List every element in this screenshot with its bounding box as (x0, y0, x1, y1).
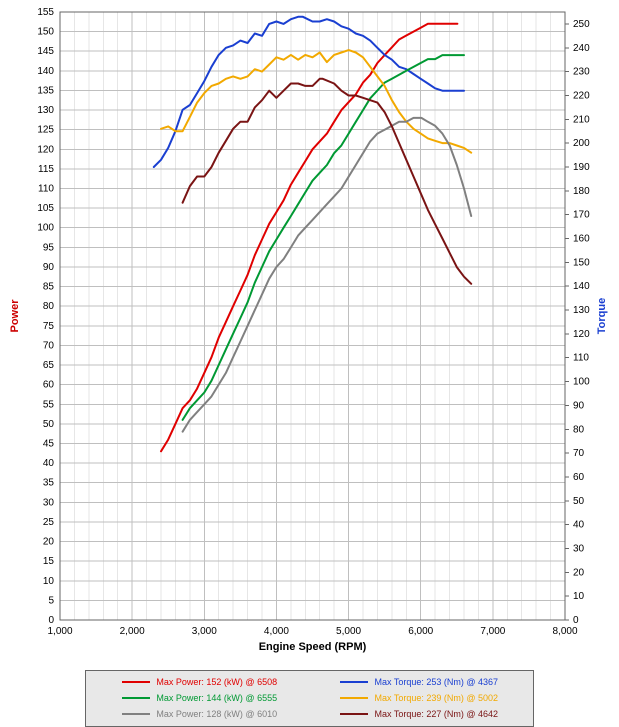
svg-text:70: 70 (573, 448, 585, 459)
svg-text:6,000: 6,000 (408, 626, 433, 637)
legend-item: Max Torque: 239 (Nm) @ 5002 (310, 693, 530, 703)
page: 1,000 2,000 3,000 4,000 5,000 6,000 7,000 8,000… (0, 0, 619, 711)
svg-text:15: 15 (43, 556, 55, 567)
svg-text:75: 75 (43, 321, 55, 332)
svg-text:125: 125 (37, 125, 54, 136)
svg-text:100: 100 (37, 223, 54, 234)
svg-text:120: 120 (37, 144, 54, 155)
svg-text:50: 50 (573, 496, 585, 507)
svg-text:60: 60 (573, 472, 585, 483)
legend-item: Max Torque: 253 (Nm) @ 4367 (310, 677, 530, 687)
svg-text:170: 170 (573, 210, 590, 221)
svg-text:70: 70 (43, 340, 55, 351)
svg-text:10: 10 (43, 576, 55, 587)
svg-text:105: 105 (37, 203, 54, 214)
svg-text:120: 120 (573, 329, 590, 340)
svg-text:80: 80 (573, 424, 585, 435)
svg-text:30: 30 (573, 543, 585, 554)
svg-text:145: 145 (37, 46, 54, 57)
svg-text:0: 0 (573, 615, 579, 626)
legend-swatch (122, 697, 150, 699)
svg-text:0: 0 (48, 615, 54, 626)
svg-text:7,000: 7,000 (480, 626, 505, 637)
legend-item: Max Power: 144 (kW) @ 6555 (90, 693, 310, 703)
svg-text:25: 25 (43, 517, 55, 528)
legend: Max Power: 152 (kW) @ 6508 Max Torque: 2… (85, 670, 534, 727)
x-axis-title: Engine Speed (RPM) (259, 641, 367, 653)
legend-row: Max Power: 128 (kW) @ 6010 Max Torque: 2… (90, 706, 529, 722)
svg-text:95: 95 (43, 242, 55, 253)
svg-text:2,000: 2,000 (120, 626, 145, 637)
svg-text:110: 110 (38, 184, 54, 195)
svg-text:40: 40 (43, 458, 55, 469)
svg-text:100: 100 (573, 377, 590, 388)
svg-text:40: 40 (573, 520, 585, 531)
legend-label: Max Power: 152 (kW) @ 6508 (156, 677, 277, 687)
svg-text:140: 140 (37, 66, 54, 77)
legend-label: Max Power: 144 (kW) @ 6555 (156, 693, 277, 703)
svg-text:150: 150 (573, 257, 590, 268)
svg-text:160: 160 (573, 234, 590, 245)
svg-text:240: 240 (573, 43, 590, 54)
svg-text:110: 110 (573, 353, 589, 364)
legend-swatch (122, 713, 150, 715)
legend-item: Max Power: 152 (kW) @ 6508 (90, 677, 310, 687)
svg-text:230: 230 (573, 67, 590, 78)
svg-text:85: 85 (43, 282, 55, 293)
svg-text:55: 55 (43, 399, 55, 410)
legend-swatch (340, 713, 368, 715)
svg-text:140: 140 (573, 281, 590, 292)
y-left-axis-title: Power (9, 299, 21, 333)
svg-text:130: 130 (573, 305, 590, 316)
svg-text:200: 200 (573, 138, 590, 149)
svg-text:50: 50 (43, 419, 55, 430)
legend-swatch (340, 681, 368, 683)
svg-text:60: 60 (43, 380, 55, 391)
svg-text:90: 90 (43, 262, 55, 273)
svg-text:180: 180 (573, 186, 590, 197)
svg-text:150: 150 (37, 27, 54, 38)
svg-text:80: 80 (43, 301, 55, 312)
legend-row: Max Power: 152 (kW) @ 6508 Max Torque: 2… (90, 674, 529, 690)
chart-container: 1,000 2,000 3,000 4,000 5,000 6,000 7,000 8,000… (0, 0, 619, 670)
legend-swatch (340, 697, 368, 699)
svg-text:20: 20 (573, 567, 585, 578)
svg-text:190: 190 (573, 162, 590, 173)
svg-text:1,000: 1,000 (47, 626, 72, 637)
legend-label: Max Torque: 253 (Nm) @ 4367 (374, 677, 498, 687)
svg-text:4,000: 4,000 (264, 626, 289, 637)
legend-label: Max Torque: 239 (Nm) @ 5002 (374, 693, 498, 703)
svg-text:10: 10 (573, 591, 585, 602)
svg-text:250: 250 (573, 19, 590, 30)
svg-text:220: 220 (573, 90, 590, 101)
svg-text:3,000: 3,000 (192, 626, 217, 637)
svg-text:155: 155 (37, 7, 54, 18)
svg-text:115: 115 (38, 164, 54, 175)
legend-swatch (122, 681, 150, 683)
dyno-chart: 1,000 2,000 3,000 4,000 5,000 6,000 7,000 8,000… (0, 0, 619, 670)
svg-text:20: 20 (43, 537, 55, 548)
svg-text:90: 90 (573, 400, 585, 411)
svg-text:135: 135 (37, 85, 54, 96)
svg-text:130: 130 (37, 105, 54, 116)
svg-text:45: 45 (43, 438, 55, 449)
svg-text:5: 5 (48, 595, 54, 606)
svg-text:30: 30 (43, 497, 55, 508)
legend-row: Max Power: 144 (kW) @ 6555 Max Torque: 2… (90, 690, 529, 706)
svg-text:210: 210 (573, 114, 590, 125)
svg-text:8,000: 8,000 (552, 626, 577, 637)
svg-text:65: 65 (43, 360, 55, 371)
y-right-axis-title: Torque (596, 298, 608, 334)
svg-text:35: 35 (43, 478, 55, 489)
svg-text:5,000: 5,000 (336, 626, 361, 637)
